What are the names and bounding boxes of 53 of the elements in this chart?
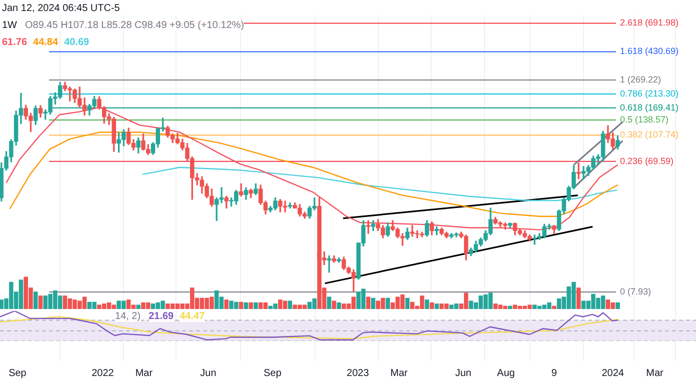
bar [327,296,332,309]
x-tick-label: Jun [200,368,216,379]
bar [238,302,244,309]
bar [424,300,430,309]
bar [34,292,38,309]
annotation: 14, 2) [115,311,141,322]
bar [371,298,376,309]
bar [244,302,248,309]
x-tick-label: Sep [8,368,27,379]
x-tick-label: 2024 [602,368,624,379]
bar [248,302,253,309]
bar [336,302,342,309]
text: 1W [2,20,17,31]
chart-title: Jan 12, 2024 06:45 UTC-5 [2,2,121,16]
bar [508,306,512,309]
x-tick-label: Mar [390,368,408,379]
text: 61.76 [2,37,28,48]
ref-line-label: 0.382 (107.74) [620,130,679,140]
ref-line-label: 0.786 (213.30) [620,88,679,98]
bar [434,304,439,309]
bar [224,300,229,309]
bar [136,304,140,309]
bar [552,306,556,309]
bar [332,300,336,309]
bar [430,302,434,309]
annotation: O89.45 H107.18 L85.28 C98.49 +9.05 (+10.12%) [25,20,244,31]
ref-line-label: 2.618 (691.98) [620,18,679,28]
x-tick-label: Aug [497,368,515,379]
x-tick-label: Sep [264,368,282,379]
ref-line-label: 1.618 (430.69) [620,46,679,56]
x-tick-label: Mar [135,368,154,379]
x-tick-label: 9 [551,368,558,379]
bar [405,298,410,309]
bar [616,302,620,309]
bar [386,298,390,309]
series-label: 44.47 [180,311,205,322]
bar [254,302,258,309]
text: 40.69 [64,37,90,48]
ref-line-label: 1 (269.22) [620,74,662,84]
bar [576,288,581,309]
x-tick-label: 2023 [346,368,370,379]
series-label: 21.69 [148,311,174,322]
text: 44.84 [33,37,58,48]
bar [38,296,43,309]
x-tick-label: Jun [455,368,472,379]
ref-line-label: 0.5 (138.57) [620,114,669,124]
ref-line-label: 0.236 (69.59) [620,156,674,166]
bar [288,300,292,309]
x-tick-label: Mar [646,368,664,379]
ref-line-label: 0 (7.93) [620,286,652,297]
x-tick-label: 2022 [92,368,114,379]
ref-line-label: 0.618 (169.41) [620,102,679,112]
bar [366,296,370,309]
